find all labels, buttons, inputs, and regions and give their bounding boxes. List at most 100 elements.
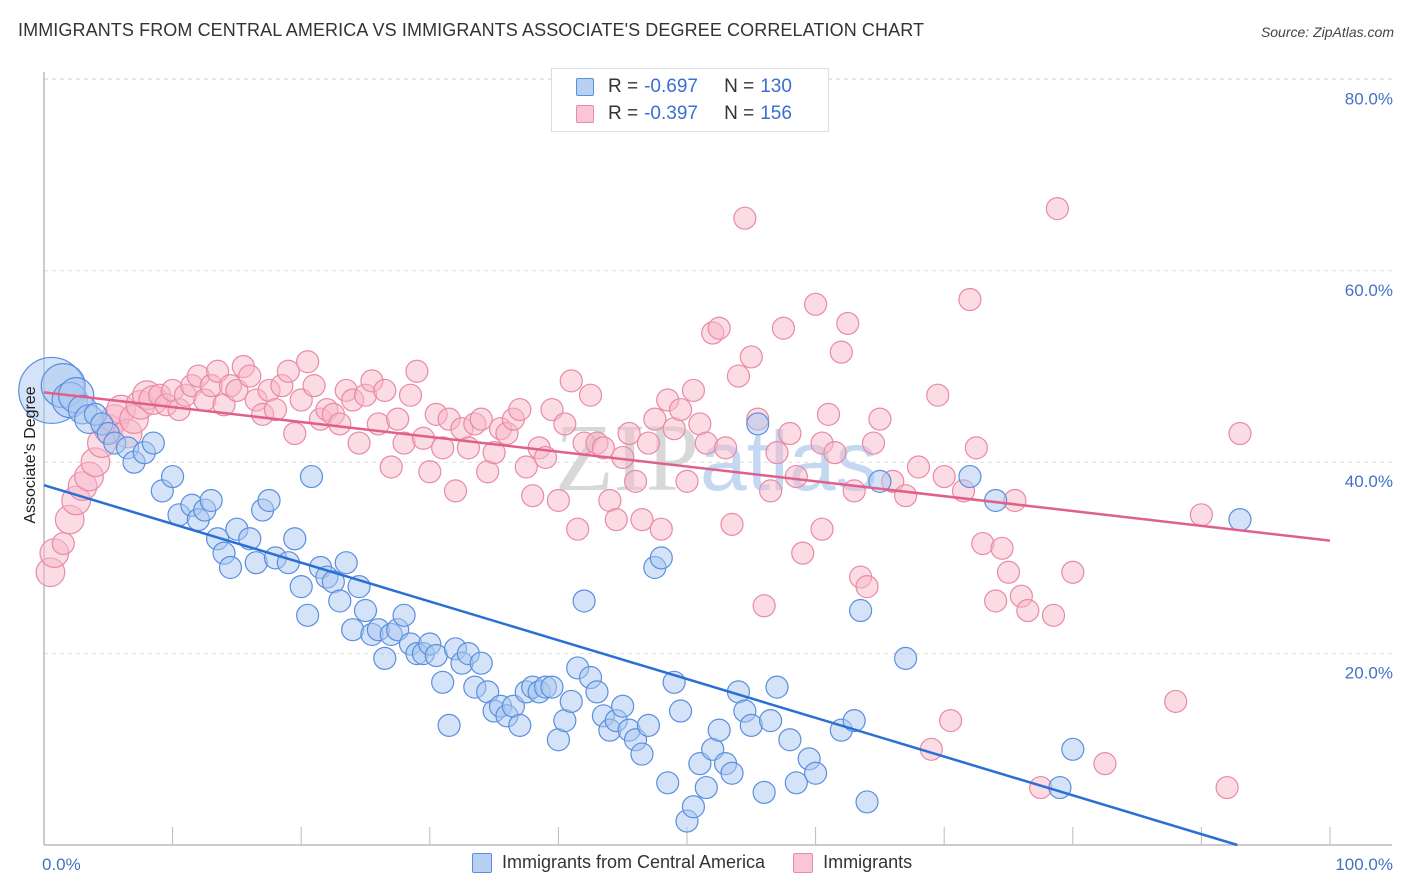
- central-america-point: [784, 771, 808, 795]
- immigrants-point: [894, 484, 918, 508]
- central-america-point: [758, 708, 783, 733]
- source-label: Source: ZipAtlas.com: [1260, 24, 1394, 40]
- immigrants-point: [726, 364, 751, 388]
- immigrants-point: [553, 412, 577, 436]
- immigrants-point: [906, 455, 931, 479]
- central-america-point: [199, 488, 223, 513]
- central-america-point: [559, 689, 583, 714]
- immigrants-point: [578, 383, 603, 407]
- series-legend: Immigrants from Central America Immigran…: [472, 852, 940, 873]
- immigrants-point: [990, 536, 1014, 560]
- central-america-point: [803, 761, 828, 785]
- correlation-legend: R = -0.697 N = 130 R = -0.397 N = 156: [551, 68, 829, 132]
- immigrants-point: [617, 421, 641, 446]
- legend-swatch-pink: [793, 852, 814, 873]
- immigrants-point: [431, 436, 455, 460]
- central-america-point: [283, 527, 307, 551]
- central-america-point: [765, 675, 789, 699]
- immigrants-point: [971, 531, 995, 556]
- immigrants-point: [373, 378, 397, 403]
- immigrants-point: [302, 374, 326, 398]
- immigrants-point: [508, 397, 532, 422]
- immigrants-point: [984, 589, 1008, 613]
- central-america-point: [392, 603, 416, 627]
- immigrants-point: [758, 479, 783, 503]
- central-america-point: [720, 761, 744, 785]
- immigrants-point: [713, 436, 738, 460]
- legend-n-value: 130: [760, 76, 792, 97]
- immigrants-point: [328, 412, 352, 436]
- immigrants-point: [771, 316, 796, 340]
- central-america-point: [334, 551, 358, 575]
- central-america-point: [244, 551, 268, 575]
- central-america-point: [508, 713, 532, 737]
- chart-title: IMMIGRANTS FROM CENTRAL AMERICA VS IMMIG…: [18, 20, 925, 40]
- y-tick-label: 20.0%: [1345, 664, 1393, 683]
- immigrants-point: [482, 441, 506, 465]
- immigrants-point: [681, 378, 706, 403]
- central-america-point: [328, 589, 352, 613]
- immigrants-point: [733, 206, 757, 230]
- central-america-point: [630, 742, 654, 766]
- immigrants-point: [803, 292, 828, 316]
- legend-r-label: R =: [608, 103, 639, 124]
- immigrants-point: [861, 431, 886, 455]
- x-tick-label: 0.0%: [42, 855, 81, 874]
- central-america-trendline: [43, 483, 1238, 847]
- immigrants-point: [546, 488, 571, 513]
- central-america-point: [289, 575, 313, 599]
- y-tick-label: 60.0%: [1345, 281, 1393, 300]
- immigrants-point: [675, 469, 699, 493]
- legend-row-immigrants: R = -0.397 N = 156: [576, 102, 792, 126]
- immigrants-point: [418, 460, 442, 484]
- central-america-point: [218, 555, 243, 580]
- immigrants-point: [784, 464, 808, 489]
- central-america-point: [296, 603, 320, 627]
- legend-r-value: -0.697: [644, 76, 698, 97]
- immigrants-point: [823, 441, 847, 465]
- central-america-point: [894, 646, 918, 670]
- immigrants-point: [1041, 603, 1066, 627]
- legend-row-central-america: R = -0.697 N = 130: [576, 75, 792, 99]
- immigrants-point: [51, 531, 75, 556]
- central-america-point: [341, 618, 365, 642]
- central-america-point: [611, 694, 635, 718]
- immigrants-point: [521, 484, 545, 508]
- immigrants-point: [694, 431, 718, 455]
- legend-item-central-america[interactable]: Immigrants from Central America: [472, 852, 765, 873]
- immigrants-point: [778, 421, 802, 446]
- legend-item-immigrants[interactable]: Immigrants: [793, 852, 912, 873]
- central-america-point: [752, 780, 776, 804]
- central-america-point: [1061, 737, 1085, 761]
- immigrants-point: [1215, 775, 1239, 800]
- immigrants-point: [926, 383, 950, 407]
- central-america-point: [958, 464, 982, 489]
- central-america-point: [668, 699, 693, 723]
- immigrants-point: [964, 436, 988, 460]
- trendlines: [43, 391, 1331, 847]
- immigrants-point: [1164, 689, 1188, 714]
- central-america-point: [353, 598, 378, 623]
- central-america-point: [681, 795, 706, 819]
- central-america-point: [141, 431, 165, 455]
- legend-n-value: 156: [760, 103, 792, 124]
- immigrants-point: [263, 397, 288, 422]
- immigrants-point: [398, 383, 423, 407]
- tick-labels: 20.0% 40.0% 60.0% 80.0% 0.0% 100.0%: [42, 89, 1393, 874]
- central-america-points: [18, 356, 1252, 833]
- central-america-point: [257, 488, 281, 513]
- central-america-point: [842, 708, 866, 733]
- immigrants-point: [855, 575, 879, 599]
- axes: [43, 72, 1392, 846]
- immigrants-point: [810, 517, 834, 541]
- legend-label: Immigrants from Central America: [502, 852, 766, 872]
- immigrants-point: [829, 340, 853, 364]
- y-tick-label: 40.0%: [1345, 472, 1393, 491]
- immigrants-point: [1189, 503, 1214, 527]
- immigrants-point: [643, 407, 667, 431]
- immigrants-point: [752, 594, 776, 618]
- immigrants-point: [842, 479, 866, 503]
- immigrants-point: [939, 708, 963, 733]
- central-america-point: [778, 728, 802, 752]
